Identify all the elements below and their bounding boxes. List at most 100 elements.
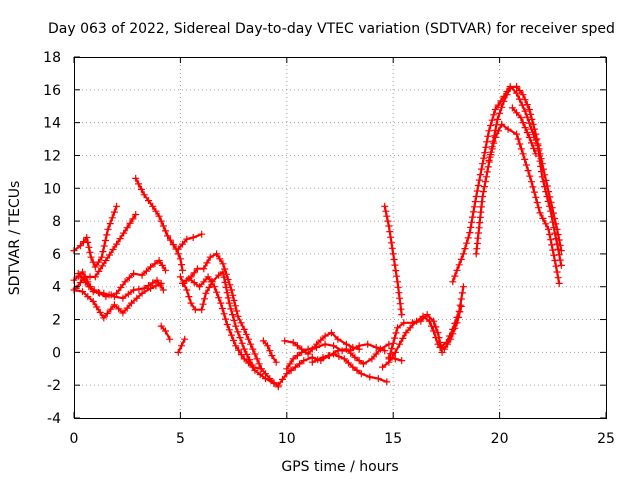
data-point	[521, 107, 529, 115]
data-point	[140, 191, 148, 199]
data-point	[178, 342, 185, 350]
data-point	[543, 182, 551, 190]
data-point	[376, 345, 384, 353]
data-point	[519, 150, 527, 158]
data-point	[255, 360, 263, 368]
data-point	[392, 329, 400, 337]
data-point	[473, 187, 481, 195]
data-point	[513, 130, 521, 138]
data-point	[159, 286, 167, 294]
series-arc-25	[485, 120, 563, 287]
data-point	[86, 248, 94, 256]
data-point	[228, 286, 235, 294]
y-tick-label: 14	[43, 116, 61, 132]
data-point	[123, 224, 131, 232]
data-point	[96, 308, 104, 316]
data-point	[162, 227, 169, 235]
series-arc-20	[385, 353, 406, 365]
data-point	[388, 244, 396, 252]
series-arc-2	[74, 257, 169, 301]
data-point	[270, 379, 278, 387]
x-tick-label: 25	[597, 431, 615, 447]
data-point	[484, 163, 492, 171]
data-point	[488, 116, 496, 124]
data-point	[135, 180, 142, 188]
data-point	[385, 353, 393, 361]
data-point	[149, 279, 157, 287]
data-point	[300, 357, 308, 365]
data-point	[474, 182, 482, 189]
data-point	[178, 261, 185, 269]
data-point	[435, 334, 443, 342]
data-point	[104, 225, 112, 233]
data-point	[506, 84, 514, 92]
data-point	[166, 335, 174, 343]
data-point	[100, 242, 108, 250]
data-point	[232, 342, 240, 350]
data-point	[335, 353, 343, 360]
data-point	[357, 370, 365, 378]
series-arc-1	[70, 202, 121, 271]
data-point	[213, 288, 221, 296]
data-point	[557, 247, 565, 255]
data-point	[536, 209, 544, 217]
data-point	[386, 350, 394, 358]
data-point	[99, 248, 107, 256]
data-point	[203, 259, 211, 267]
data-point	[152, 282, 160, 290]
data-point	[95, 258, 102, 266]
data-point	[547, 198, 555, 206]
data-point	[93, 303, 101, 311]
data-point	[264, 342, 272, 350]
series-arc-24	[472, 83, 565, 258]
data-point	[449, 325, 457, 333]
data-point	[449, 278, 457, 286]
data-point	[157, 322, 165, 330]
data-point	[95, 267, 103, 275]
data-point	[84, 238, 92, 246]
data-point	[455, 307, 463, 315]
data-point	[225, 326, 233, 334]
data-point	[223, 321, 231, 328]
data-point	[528, 115, 536, 123]
data-point	[152, 207, 160, 215]
data-point	[313, 340, 321, 348]
data-point	[103, 231, 111, 239]
data-point	[253, 355, 261, 363]
series-arc-7	[174, 230, 206, 253]
data-point	[432, 323, 440, 331]
data-point	[199, 300, 207, 308]
series-arc-15	[281, 329, 363, 358]
data-point	[534, 140, 542, 148]
data-point	[522, 161, 530, 169]
data-point	[398, 357, 406, 365]
data-point	[102, 257, 110, 264]
data-point	[218, 305, 226, 312]
data-point	[230, 316, 238, 324]
data-point	[224, 294, 232, 302]
data-point	[388, 345, 396, 352]
data-point	[400, 319, 408, 327]
data-point	[234, 312, 242, 320]
data-point	[434, 329, 442, 337]
data-point	[389, 250, 397, 258]
data-point	[126, 219, 134, 227]
data-point	[529, 120, 537, 128]
data-point	[185, 275, 193, 282]
data-point	[464, 234, 472, 242]
data-point	[236, 334, 244, 342]
data-point	[340, 355, 348, 363]
data-point	[196, 283, 204, 291]
data-point	[84, 278, 92, 286]
data-point	[145, 197, 152, 205]
data-point	[181, 335, 189, 343]
data-point	[240, 325, 248, 333]
data-point	[95, 289, 102, 296]
data-point	[538, 160, 546, 168]
data-point	[201, 295, 208, 303]
data-point	[79, 288, 86, 296]
data-point	[393, 272, 401, 280]
data-point	[110, 208, 118, 216]
data-point	[115, 305, 123, 313]
data-point	[74, 272, 82, 280]
